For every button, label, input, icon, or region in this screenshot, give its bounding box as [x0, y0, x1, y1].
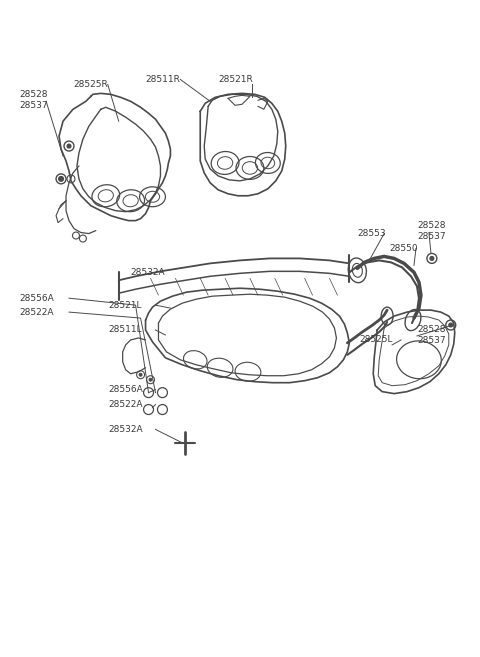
- Circle shape: [67, 144, 71, 148]
- Text: 28550: 28550: [389, 244, 418, 253]
- Circle shape: [139, 373, 142, 376]
- Text: 28528: 28528: [417, 221, 445, 230]
- Text: 28528: 28528: [19, 90, 48, 99]
- Text: 28522A: 28522A: [109, 400, 143, 409]
- Text: 28532A: 28532A: [109, 425, 144, 434]
- Circle shape: [449, 323, 453, 327]
- Text: 28532A: 28532A: [131, 268, 165, 277]
- Text: 28525L: 28525L: [360, 336, 393, 344]
- Text: 28511R: 28511R: [145, 75, 180, 84]
- Text: 28511L: 28511L: [109, 325, 143, 334]
- Text: 28553: 28553: [357, 229, 386, 238]
- Text: 28521R: 28521R: [218, 75, 253, 84]
- Text: 28537: 28537: [417, 232, 445, 241]
- Text: 28521L: 28521L: [109, 301, 142, 309]
- Circle shape: [149, 378, 152, 381]
- Text: 28537: 28537: [19, 101, 48, 110]
- Text: 28556A: 28556A: [109, 385, 144, 394]
- Text: 28556A: 28556A: [19, 294, 54, 303]
- Circle shape: [430, 256, 434, 260]
- Text: 28537: 28537: [417, 336, 445, 346]
- Circle shape: [59, 176, 63, 181]
- Text: 28522A: 28522A: [19, 307, 54, 317]
- Text: 28528: 28528: [417, 325, 445, 334]
- Text: 28525R: 28525R: [73, 80, 108, 89]
